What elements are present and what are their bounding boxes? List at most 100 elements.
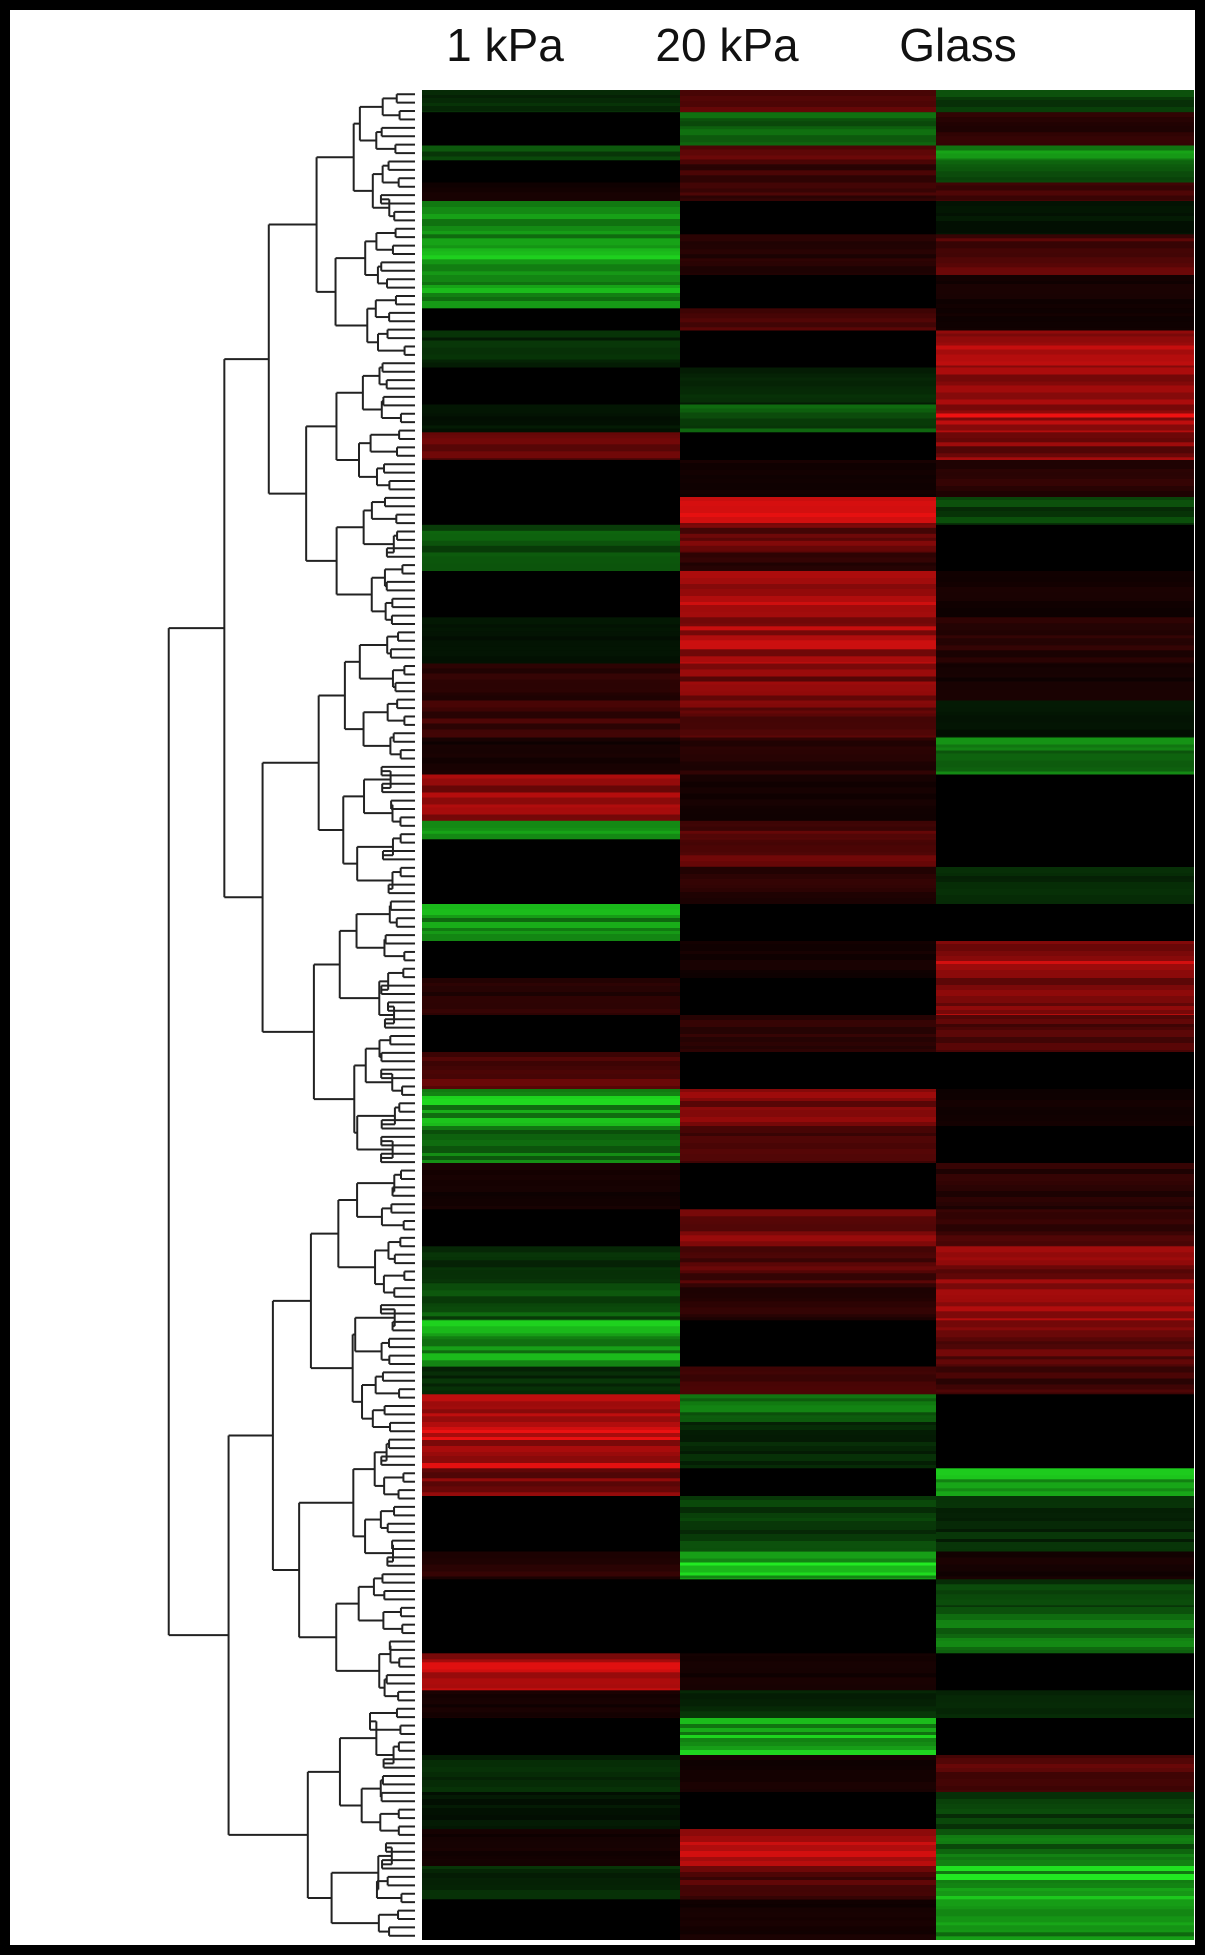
heatmap-stripe	[422, 432, 680, 436]
heatmap-stripe	[680, 1575, 936, 1579]
heatmap-stripe	[422, 1079, 680, 1087]
heatmap-stripe	[680, 898, 936, 905]
heatmap-stripe	[422, 1842, 680, 1849]
heatmap-stripe	[680, 867, 936, 875]
heatmap-stripe	[936, 1564, 1194, 1572]
heatmap-stripe	[680, 1374, 936, 1382]
heatmap-cell	[680, 1246, 936, 1284]
heatmap-stripe	[422, 1446, 680, 1453]
column-label-glass: Glass	[899, 19, 1017, 71]
heatmap-stripe	[680, 1591, 936, 1596]
heatmap-stripe	[422, 1669, 680, 1673]
heatmap-stripe	[680, 1656, 936, 1662]
heatmap-cell	[680, 1163, 936, 1210]
heatmap-stripe	[936, 915, 1194, 920]
heatmap-stripe	[936, 158, 1194, 161]
heatmap-stripe	[422, 1913, 680, 1921]
heatmap-stripe	[680, 266, 936, 274]
heatmap-stripe	[936, 970, 1194, 977]
heatmap-stripe	[680, 195, 936, 199]
heatmap-stripe	[936, 1043, 1194, 1051]
heatmap-stripe	[936, 365, 1194, 368]
heatmap-stripe	[680, 1252, 936, 1256]
heatmap-stripe	[422, 1472, 680, 1479]
heatmap-stripe	[422, 1468, 680, 1473]
heatmap-stripe	[680, 761, 936, 766]
heatmap-stripe	[936, 1364, 1194, 1368]
heatmap-stripe	[422, 520, 680, 526]
heatmap-stripe	[422, 466, 680, 471]
heatmap-stripe	[936, 1668, 1194, 1674]
heatmap-stripe	[422, 1390, 680, 1395]
heatmap-stripe	[936, 1768, 1194, 1773]
heatmap-stripe	[936, 1197, 1194, 1203]
heatmap-stripe	[680, 839, 936, 843]
heatmap-stripe	[680, 1349, 936, 1356]
heatmap-stripe	[936, 1542, 1194, 1550]
heatmap-cell	[936, 460, 1194, 498]
heatmap-stripe	[680, 1607, 936, 1611]
heatmap-stripe	[680, 490, 936, 495]
heatmap-stripe	[936, 1142, 1194, 1149]
heatmap-stripe	[422, 1153, 680, 1157]
heatmap-stripe	[422, 918, 680, 923]
heatmap-stripe	[680, 941, 936, 945]
heatmap-cell	[936, 1551, 1194, 1580]
heatmap-stripe	[422, 1061, 680, 1067]
heatmap-stripe	[680, 254, 936, 259]
heatmap-stripe	[936, 1663, 1194, 1669]
heatmap-stripe	[422, 1223, 680, 1228]
heatmap-cell	[422, 460, 680, 498]
heatmap-stripe	[422, 660, 680, 665]
heatmap-stripe	[936, 663, 1194, 668]
heatmap-stripe	[680, 1394, 936, 1399]
heatmap-stripe	[422, 497, 680, 505]
heatmap-stripe	[680, 365, 936, 368]
heatmap-stripe	[680, 861, 936, 867]
heatmap-stripe	[422, 872, 680, 878]
heatmap-cell	[422, 1089, 680, 1127]
heatmap-stripe	[422, 1808, 680, 1816]
heatmap-stripe	[680, 1136, 936, 1144]
heatmap-stripe	[422, 1163, 680, 1171]
heatmap-stripe	[680, 1595, 936, 1603]
heatmap-stripe	[422, 1175, 680, 1181]
heatmap-stripe	[422, 1416, 680, 1423]
heatmap-stripe	[936, 248, 1194, 254]
heatmap-stripe	[936, 1673, 1194, 1677]
heatmap-stripe	[936, 1252, 1194, 1258]
heatmap-stripe	[680, 1605, 936, 1608]
heatmap-stripe	[680, 1365, 936, 1368]
heatmap-stripe	[422, 928, 680, 932]
heatmap-stripe	[422, 1593, 680, 1598]
heatmap-stripe	[936, 1260, 1194, 1266]
heatmap-stripe	[422, 1805, 680, 1809]
heatmap-stripe	[936, 951, 1194, 957]
heatmap-stripe	[936, 544, 1194, 550]
heatmap-stripe	[422, 1316, 680, 1320]
heatmap-stripe	[936, 1932, 1194, 1937]
heatmap-cell	[936, 839, 1194, 868]
heatmap-cell	[680, 367, 936, 405]
heatmap-stripe	[936, 1860, 1194, 1865]
heatmap-stripe	[936, 657, 1194, 663]
heatmap-stripe	[936, 1786, 1194, 1791]
heatmap-stripe	[936, 1442, 1194, 1450]
heatmap-stripe	[680, 994, 936, 1002]
heatmap-stripe	[936, 1121, 1194, 1127]
heatmap-stripe	[936, 1076, 1194, 1082]
heatmap-stripe	[680, 623, 936, 627]
heatmap-stripe	[680, 289, 936, 294]
heatmap-stripe	[936, 901, 1194, 905]
heatmap-stripe	[680, 1197, 936, 1204]
heatmap-stripe	[936, 417, 1194, 421]
heatmap-stripe	[936, 294, 1194, 300]
heatmap-stripe	[680, 1371, 936, 1375]
heatmap-stripe	[680, 1750, 936, 1756]
heatmap-stripe	[422, 1057, 680, 1062]
heatmap-cell	[680, 867, 936, 905]
heatmap-stripe	[936, 911, 1194, 916]
heatmap-stripe	[680, 1185, 936, 1192]
heatmap-stripe	[422, 163, 680, 171]
heatmap-cell	[422, 1653, 680, 1691]
